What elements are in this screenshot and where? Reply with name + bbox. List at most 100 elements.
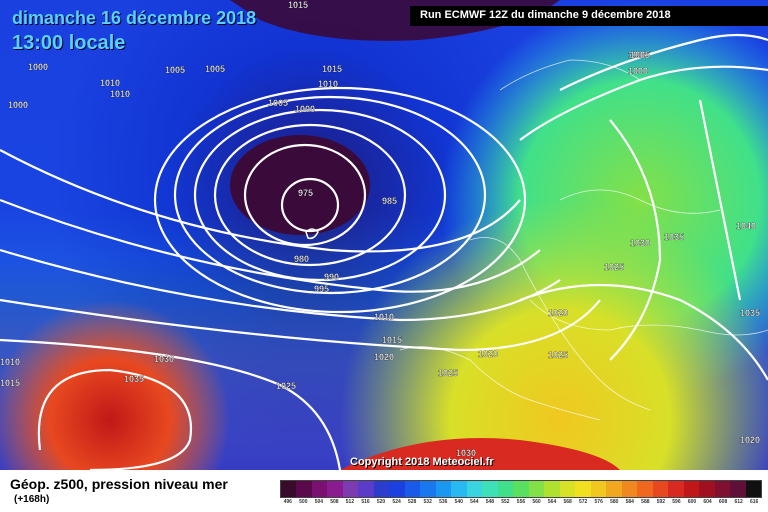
color-scale-swatch — [342, 481, 359, 497]
isobar-label: 1035 — [740, 308, 760, 318]
isobar-label: 1015 — [288, 0, 308, 10]
color-scale-swatch — [404, 481, 421, 497]
isobar-label: 995 — [314, 284, 329, 294]
isobar-label: 1020 — [374, 352, 394, 362]
color-scale-tick-label: 584 — [625, 499, 634, 505]
isobar-label: 1005 — [205, 64, 225, 74]
isobar-label: 1000 — [28, 62, 48, 72]
color-scale-swatch — [544, 481, 560, 497]
color-scale-ticks: 496 500 504 508 512 516 520 524 528 532 536 540 544 5… — [280, 499, 762, 509]
color-scale-tick-label: 508 — [330, 499, 339, 505]
isobar-label: 1000 — [8, 100, 28, 110]
color-scale-tick-label: 540 — [454, 499, 463, 505]
isobar-label: 1005 — [630, 50, 650, 60]
isobar-label: 1030 — [630, 238, 650, 248]
isobar-label: 1010 — [110, 89, 130, 99]
color-scale-tick-label: 612 — [734, 499, 743, 505]
color-scale-swatch — [420, 481, 436, 497]
color-scale-bar — [280, 480, 762, 498]
isobar-label: 1010 — [0, 357, 20, 367]
color-scale-swatch — [668, 481, 684, 497]
run-info-banner — [410, 6, 768, 26]
color-scale-tick-label: 504 — [314, 499, 324, 505]
color-scale-tick-label: 520 — [376, 499, 386, 505]
color-scale-tick-label: 568 — [563, 499, 572, 505]
color-scale-tick-label: 604 — [703, 499, 712, 505]
color-scale-tick-label: 536 — [439, 499, 448, 505]
color-scale-swatch — [621, 481, 638, 497]
color-scale-swatch — [745, 481, 762, 497]
isobar-label: 1020 — [478, 349, 498, 359]
isobar-label: 1025 — [438, 368, 458, 378]
isobar-label: 1005 — [165, 65, 185, 75]
color-scale-tick-label: 564 — [547, 499, 557, 505]
color-scale-swatch — [296, 481, 312, 497]
color-scale-tick-label: 572 — [578, 499, 588, 505]
color-scale-tick-label: 528 — [407, 499, 417, 505]
isobar-label: 1040 — [736, 221, 756, 231]
color-scale-swatch — [311, 481, 328, 497]
isobar-label: 1005 — [268, 98, 288, 108]
color-scale-tick-label: 592 — [656, 499, 666, 505]
color-scale-swatch — [373, 481, 390, 497]
run-info-text: Run ECMWF 12Z du dimanche 9 décembre 201… — [420, 9, 671, 21]
isobar-label: 990 — [324, 272, 339, 282]
color-scale-swatch — [606, 481, 622, 497]
color-scale-tick-label: 500 — [299, 499, 308, 505]
color-scale-swatch — [559, 481, 576, 497]
color-scale-swatch — [497, 481, 514, 497]
color-scale-tick-label: 544 — [470, 499, 479, 505]
color-scale-swatch — [451, 481, 467, 497]
color-scale-tick-label: 552 — [501, 499, 510, 505]
forecast-date: dimanche 16 décembre 2018 — [12, 8, 257, 28]
isobar-label: 1000 — [628, 50, 648, 60]
color-scale-swatch — [482, 481, 498, 497]
color-scale-swatch — [730, 481, 746, 497]
color-scale-tick-label: 512 — [345, 499, 355, 505]
isobar-label: 1020 — [548, 308, 568, 318]
color-scale-tick-label: 616 — [750, 499, 759, 505]
color-scale-swatch — [652, 481, 669, 497]
color-scale-swatch — [281, 481, 297, 497]
isobar-label: 975 — [298, 188, 313, 198]
isobar-label: 1025 — [548, 350, 568, 360]
color-scale-swatch — [466, 481, 483, 497]
color-scale-swatch — [683, 481, 700, 497]
isobar-label: 1015 — [322, 64, 342, 74]
color-scale-tick-label: 596 — [672, 499, 681, 505]
isobar-label: 980 — [294, 254, 309, 264]
isobar-label: 1015 — [0, 378, 20, 388]
color-scale-swatch — [389, 481, 405, 497]
color-scale-tick-label: 548 — [485, 499, 495, 505]
color-scale-tick-label: 516 — [361, 499, 370, 505]
isobar-label: 1010 — [100, 78, 120, 88]
color-scale-swatch — [528, 481, 545, 497]
color-scale-swatch — [513, 481, 529, 497]
isobar-label: 1000 — [628, 66, 648, 76]
legend-subtitle: (+168h) — [14, 494, 50, 505]
isobar-label: 1010 — [374, 312, 394, 322]
color-scale-tick-label: 556 — [516, 499, 526, 505]
low-center-marker — [305, 228, 319, 240]
color-scale-tick-label: 560 — [532, 499, 541, 505]
isobar-label: 985 — [382, 196, 397, 206]
color-scale-swatch — [714, 481, 731, 497]
color-scale-tick-label: 580 — [610, 499, 619, 505]
color-scale-tick-label: 532 — [423, 499, 432, 505]
isobar-label: 1025 — [604, 262, 624, 272]
color-scale-tick-label: 588 — [641, 499, 650, 505]
isobar-label: 1020 — [740, 435, 760, 445]
isobar-label: 1030 — [456, 448, 476, 458]
isobar-label: 1015 — [382, 335, 402, 345]
isobar-label: 1035 — [124, 374, 144, 384]
forecast-time: 13:00 locale — [12, 32, 126, 54]
pressure-map: 1015 1000 1000 1005 1005 1010 1010 1000 … — [0, 0, 768, 470]
color-scale-tick-label: 600 — [687, 499, 697, 505]
color-scale-tick-label: 496 — [283, 499, 292, 505]
legend-title: Géop. z500, pression niveau mer — [10, 476, 228, 492]
color-scale-swatch — [575, 481, 591, 497]
color-scale-tick-label: 576 — [594, 499, 603, 505]
color-scale-swatch — [327, 481, 343, 497]
color-scale-swatch — [637, 481, 653, 497]
